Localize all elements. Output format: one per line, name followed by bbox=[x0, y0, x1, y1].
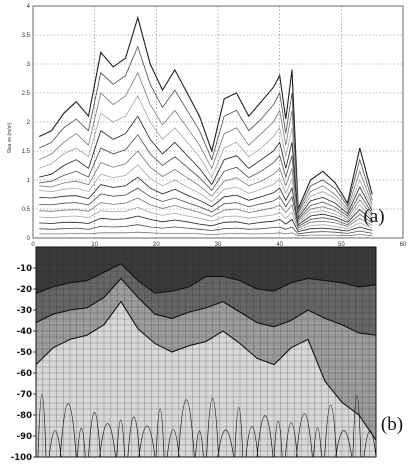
plot-b-contour-line bbox=[138, 425, 156, 458]
plot-a-x-ticks: 0 10 20 30 40 50 60 bbox=[31, 242, 407, 248]
plot-b-y-ticks: -10 -20 -30 -40 -50 -60 -70 -80 -90 -100 bbox=[11, 264, 36, 463]
plot-a-x-tick-label: 50 bbox=[338, 242, 345, 248]
plot-b-y-tick-label: -70 bbox=[17, 390, 32, 400]
plot-a-y-tick-label: 2.5 bbox=[22, 91, 31, 97]
plot-a-series-line bbox=[39, 134, 373, 221]
plot-b-contour-line bbox=[116, 419, 126, 458]
plot-a-series-line bbox=[39, 206, 373, 231]
plot-a-series-line bbox=[38, 15, 373, 210]
plot-a-series-line bbox=[39, 95, 373, 218]
plot-b-contour-line bbox=[48, 430, 62, 458]
plot-a-x-tick-label: 40 bbox=[276, 242, 283, 248]
plot-a-series-line bbox=[39, 224, 373, 235]
panel-a-line-chart: 0 0.5 1 1.5 2 2.5 3 3.5 4 0 10 20 30 40 50 60 Slsa vo … bbox=[7, 4, 407, 248]
plot-b-contour-line bbox=[195, 430, 204, 458]
plot-a-series-line bbox=[39, 164, 373, 224]
plot-b-band-boundary bbox=[35, 300, 377, 441]
plot-b-contour-line bbox=[324, 404, 337, 458]
plot-a-y-ticks: 0 0.5 1 1.5 2 2.5 3 3.5 4 bbox=[22, 4, 31, 242]
plot-a-series-line bbox=[39, 150, 373, 223]
panel-a-label: (a) bbox=[363, 206, 384, 227]
plot-a-x-tick-label: 0 bbox=[31, 242, 35, 248]
plot-a-y-tick-label: 1 bbox=[27, 178, 31, 184]
plot-b-y-tick-label: -50 bbox=[17, 348, 32, 358]
plot-a-series-line bbox=[39, 45, 373, 213]
plot-b-band-boundary bbox=[35, 263, 377, 294]
plot-b-contour-line bbox=[234, 407, 244, 458]
plot-b-y-tick-label: -100 bbox=[11, 453, 32, 463]
plot-a-grid bbox=[33, 6, 403, 238]
plot-a-x-tick-label: 10 bbox=[91, 242, 98, 248]
plot-a-x-tick-label: 60 bbox=[400, 242, 407, 248]
plot-b-y-tick-label: -80 bbox=[17, 411, 32, 421]
plot-a-series-line bbox=[39, 71, 373, 215]
plot-b-contour-line bbox=[217, 429, 235, 458]
plot-b-contour-line bbox=[155, 408, 165, 458]
plot-b-y-tick-label: -20 bbox=[17, 285, 32, 295]
plot-b-contour-line bbox=[88, 412, 101, 458]
plot-b-contour-line bbox=[363, 430, 377, 458]
plot-b-contour-line bbox=[206, 398, 219, 458]
plot-a-series-line bbox=[39, 215, 373, 233]
plot-b-contour-line bbox=[37, 393, 47, 458]
plot-a-series-line bbox=[39, 115, 373, 219]
plot-b-contour-line bbox=[335, 430, 353, 458]
plot-b-y-tick-label: -60 bbox=[17, 369, 32, 379]
plot-b-contour-line bbox=[59, 403, 77, 458]
plot-a-y-tick-label: 2 bbox=[27, 120, 31, 126]
plot-a-y-tick-label: 0 bbox=[27, 236, 31, 242]
plot-a-series-line bbox=[39, 231, 373, 237]
plot-a-series-line bbox=[39, 176, 373, 226]
plot-b-contour-line bbox=[313, 427, 322, 458]
plot-a-series-line bbox=[39, 197, 373, 229]
plot-b-contour-line bbox=[273, 420, 283, 458]
plot-b-contour-line bbox=[99, 423, 116, 458]
plot-a-y-axis-label: Slsa vo (m/s²) bbox=[7, 122, 13, 153]
plot-b-contour-line bbox=[166, 429, 180, 458]
plot-a-x-tick-label: 20 bbox=[153, 242, 160, 248]
plot-b-y-tick-label: -10 bbox=[17, 264, 32, 274]
plot-a-series-group bbox=[38, 15, 373, 237]
plot-b-contour-line bbox=[245, 426, 259, 458]
plot-b-contour-line bbox=[284, 422, 298, 458]
plot-a-series-line bbox=[39, 187, 373, 228]
plot-a-x-tick-label: 30 bbox=[215, 242, 222, 248]
plot-b-contours bbox=[35, 263, 377, 458]
plot-b-contour-line bbox=[127, 416, 141, 458]
plot-b-contour-line bbox=[256, 415, 274, 458]
plot-a-y-tick-label: 1.5 bbox=[22, 149, 31, 155]
plot-a-y-tick-label: 3.5 bbox=[22, 33, 31, 39]
plot-b-band-boundary bbox=[35, 277, 377, 336]
plot-a-y-tick-label: 3 bbox=[27, 62, 31, 68]
plot-b-contour-line bbox=[177, 399, 195, 458]
plot-b-y-tick-label: -40 bbox=[17, 327, 32, 337]
plot-b-y-tick-label: -30 bbox=[17, 306, 32, 316]
plot-b-contour-line bbox=[296, 413, 313, 458]
plot-a-y-tick-label: 4 bbox=[27, 4, 31, 10]
panel-b-label: (b) bbox=[381, 414, 403, 435]
panel-b-contour-plot: -10 -20 -30 -40 -50 -60 -70 -80 -90 -100 (b) bbox=[11, 246, 403, 463]
plot-a-y-tick-label: 0.5 bbox=[22, 207, 31, 213]
plot-b-y-tick-label: -90 bbox=[17, 432, 32, 442]
